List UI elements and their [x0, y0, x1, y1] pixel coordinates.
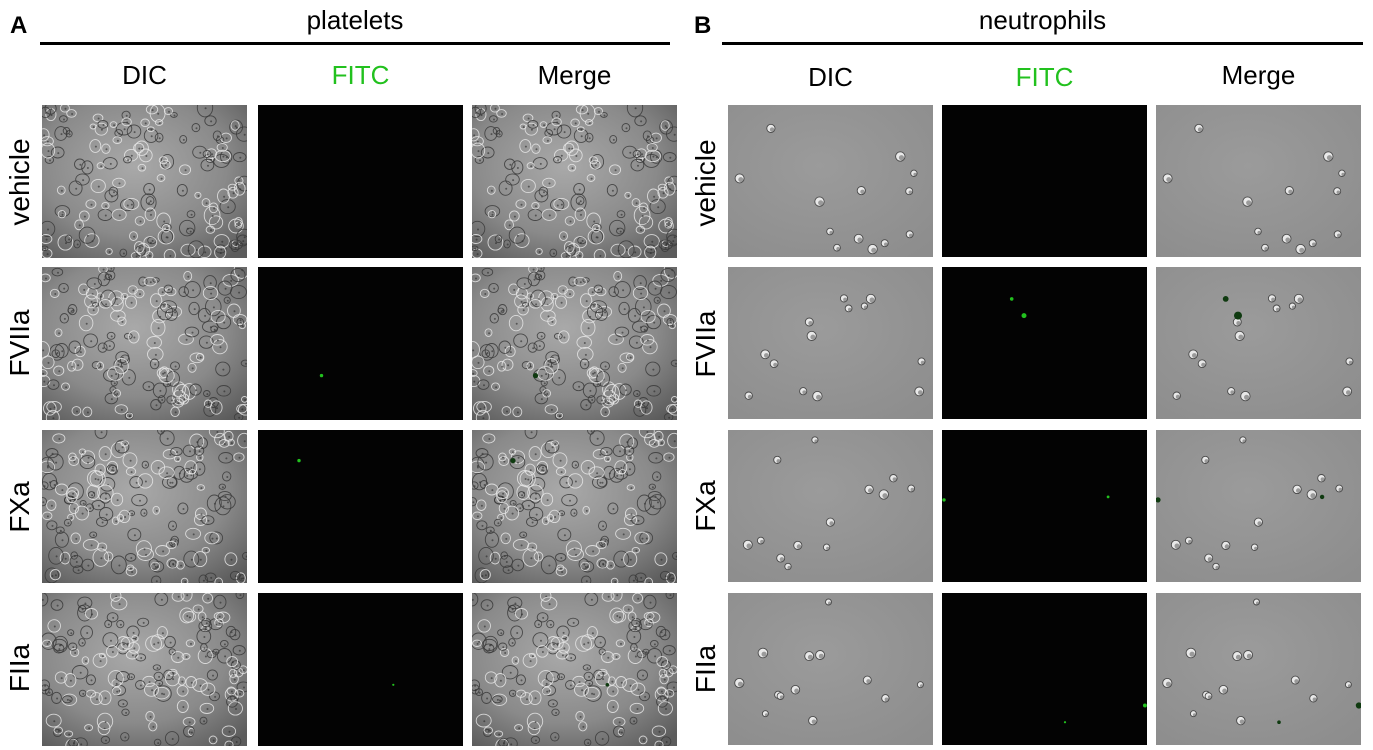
panel-b-row-label-fxa: FXa: [690, 480, 721, 532]
panel-a-fxa-merge-image: [472, 430, 677, 583]
panel-a-title: platelets: [306, 5, 404, 35]
panel-b-row-label-fviia: FVIIa: [690, 310, 721, 378]
panel-a-row-label-vehicle: vehicle: [4, 138, 35, 226]
panel-a-fiia-fitc-image: [258, 593, 463, 746]
panel-b-fxa-merge-image: [1156, 430, 1361, 582]
panel-b-fviia-fitc-image: [942, 267, 1147, 419]
panel-a-fiia-merge-image: [472, 593, 677, 746]
panel-b-col-fitc: FITC: [1015, 62, 1074, 92]
panel-a-row-label-fviia: FVIIa: [4, 309, 35, 377]
panel-b-fviia-dic-image: [728, 267, 933, 419]
panel-a-fviia-dic-image: [42, 267, 247, 420]
panel-a-fxa-dic-image: [42, 430, 247, 583]
panel-b-row-label-vehicle: vehicle: [690, 139, 721, 227]
panel-a-vehicle-fitc-image: [258, 105, 463, 258]
panel-b-row-label-fiia: FIIa: [690, 644, 721, 694]
panel-b-fxa-dic-image: [728, 430, 933, 582]
panel-a-fviia-merge-image: [472, 267, 677, 420]
panel-b-vehicle-dic-image: [728, 105, 933, 257]
panel-b-col-merge: Merge: [1221, 60, 1296, 90]
panel-a-col-merge: Merge: [537, 60, 612, 90]
panel-a-vehicle-dic-image: [42, 105, 247, 258]
panel-b-fiia-fitc-image: [942, 593, 1147, 745]
panel-a-col-dic: DIC: [122, 60, 167, 90]
panel-a-row-label-fxa: FXa: [4, 481, 35, 533]
panel-a-fviia-fitc-image: [258, 267, 463, 420]
panel-b-fiia-merge-image: [1156, 593, 1361, 745]
panel-b-title-rule: [722, 42, 1363, 45]
panel-b-fviia-merge-image: [1156, 267, 1361, 419]
panel-b-col-dic: DIC: [808, 62, 853, 92]
panel-a-row-label-fiia: FIIa: [4, 643, 35, 693]
panel-a-fxa-fitc-image: [258, 430, 463, 583]
panel-letter-a: A: [10, 12, 28, 39]
panel-a-fiia-dic-image: [42, 593, 247, 746]
panel-letter-b: B: [694, 12, 712, 39]
panel-a-title-rule: [40, 42, 670, 45]
panel-b-fxa-fitc-image: [942, 430, 1147, 582]
panel-b-vehicle-fitc-image: [942, 105, 1147, 257]
panel-b-title: neutrophils: [978, 5, 1107, 35]
panel-b-fiia-dic-image: [728, 593, 933, 745]
panel-a-col-fitc: FITC: [331, 60, 390, 90]
panel-b-vehicle-merge-image: [1156, 105, 1361, 257]
panel-a-vehicle-merge-image: [472, 105, 677, 258]
